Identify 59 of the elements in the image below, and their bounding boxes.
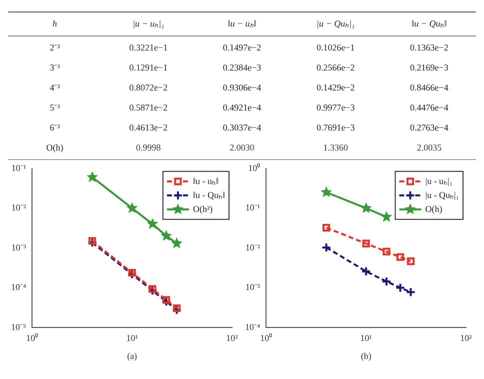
data-label: 0.2566e−2 (316, 62, 355, 72)
data-label: 2.0030 (230, 142, 255, 152)
y-tick-label: 10⁻³ (11, 242, 26, 252)
y-tick-label: 10⁰ (248, 162, 260, 173)
y-tick-label: 2⁻³ (50, 42, 60, 52)
x-tick-label: 10¹ (360, 333, 372, 344)
y-tick-label: 10⁻² (11, 202, 26, 213)
y-tick-label: 10⁻¹ (11, 162, 26, 173)
x-tick-label: |u − Quₕ|₁ (316, 18, 355, 28)
x-tick-label: |u − uₕ|₁ (132, 18, 164, 28)
x-tick-label: 10⁰ (26, 333, 38, 344)
x-tick-label: 10² (226, 333, 238, 344)
x-tick-label: 10⁰ (260, 333, 272, 344)
y-tick-label: 10⁻⁴ (244, 322, 260, 332)
y-tick-label: 10⁻⁵ (10, 322, 26, 332)
legend-label: O(h) (425, 204, 442, 214)
data-label: 0.9998 (136, 142, 162, 152)
data-label: 2.0035 (416, 142, 442, 152)
data-label: 0.2763e−4 (410, 122, 449, 132)
data-label: 0.2384e−3 (222, 62, 262, 72)
data-label: 0.8072e−2 (129, 82, 168, 92)
data-label: 0.4476e−4 (410, 102, 449, 112)
x-tick-label: 10² (460, 333, 472, 344)
data-label: 0.5871e−2 (129, 102, 168, 112)
y-tick-label: O(h) (46, 142, 64, 152)
legend-label: ‖u - uₕ‖ (192, 176, 219, 186)
data-label: 0.7691e−3 (316, 122, 356, 132)
legend-label: O(h²) (192, 204, 213, 214)
data-label: 0.9306e−4 (222, 82, 262, 92)
data-label: 0.4613e−2 (129, 122, 168, 132)
y-tick-label: 10⁻² (245, 242, 260, 252)
data-label: 1.3360 (323, 142, 348, 152)
y-tick-label: 10⁻¹ (245, 202, 260, 213)
data-label: 0.9977e−3 (316, 102, 356, 112)
data-label: 0.1497e−2 (222, 42, 262, 52)
data-label: 0.1026e−1 (316, 42, 355, 52)
x-tick-label: 10¹ (126, 333, 138, 344)
x-axis-title: (b) (360, 350, 372, 361)
legend-label: |u - Quₕ|₁ (425, 190, 460, 200)
data-label: 0.1429e−2 (316, 82, 355, 92)
data-label: 0.3221e−1 (129, 42, 168, 52)
data-label: 0.3037e−4 (222, 122, 262, 132)
x-tick-label: ‖u − Quₕ‖ (412, 18, 447, 28)
y-tick-label: 6⁻³ (50, 122, 60, 132)
data-label: 0.2169e−3 (410, 62, 449, 72)
y-tick-label: 10⁻⁴ (10, 282, 26, 292)
x-tick-label: ‖u − uₕ‖ (228, 18, 256, 28)
data-label: 0.4921e−4 (222, 102, 262, 112)
y-tick-label: 10⁻³ (245, 282, 260, 292)
data-label: 0.8466e−4 (410, 82, 449, 92)
data-label: 0.1291e−1 (129, 62, 168, 72)
y-axis-title: h (52, 18, 58, 28)
x-axis-title: (a) (127, 350, 138, 361)
legend-label: |u - uₕ|₁ (425, 176, 453, 186)
y-tick-label: 3⁻³ (50, 62, 60, 72)
y-tick-label: 5⁻³ (50, 102, 60, 112)
data-label: 0.1363e−2 (410, 42, 448, 52)
y-tick-label: 4⁻³ (50, 82, 60, 92)
legend-label: ‖u - Quₕ‖ (192, 190, 226, 200)
